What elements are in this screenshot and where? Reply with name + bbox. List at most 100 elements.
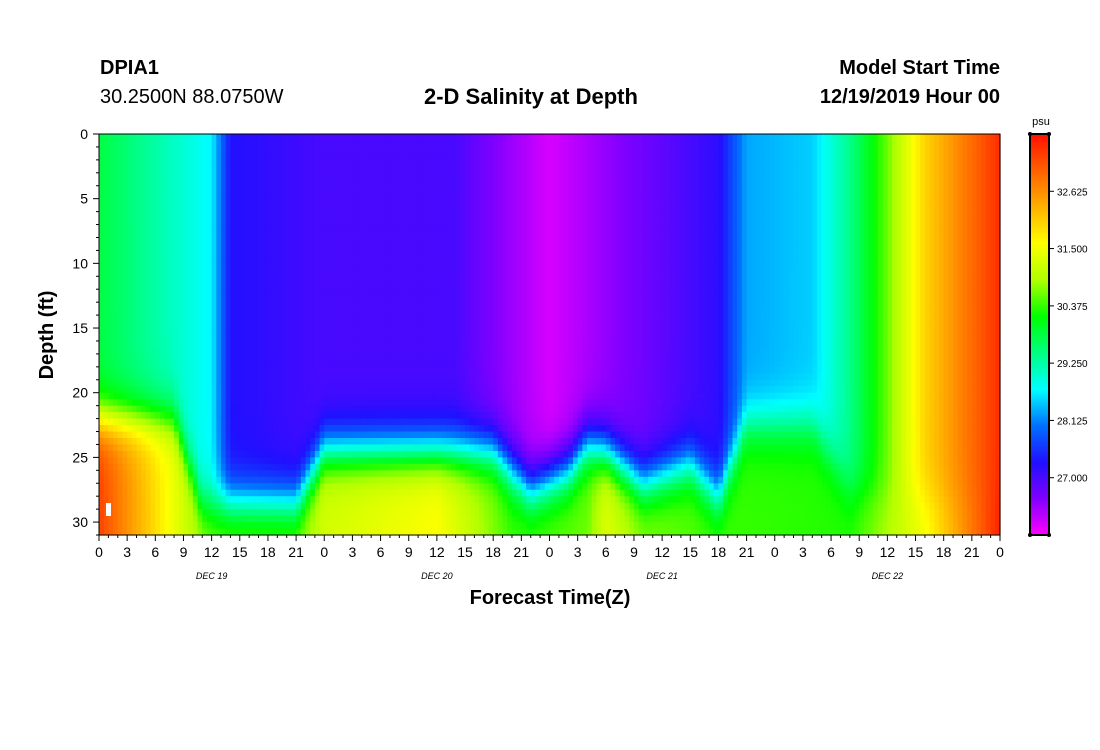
heatmap-cell bbox=[211, 179, 217, 187]
heatmap-cell bbox=[141, 153, 147, 161]
heatmap-cell bbox=[253, 308, 260, 316]
heatmap-cell bbox=[333, 437, 339, 446]
heatmap-cell bbox=[305, 198, 311, 206]
heatmap-cell bbox=[99, 489, 105, 497]
heatmap-cell bbox=[361, 192, 368, 200]
heatmap-cell bbox=[394, 295, 400, 303]
heatmap-cell bbox=[361, 502, 368, 510]
heatmap-cell bbox=[286, 425, 292, 433]
heatmap-cell bbox=[455, 509, 461, 517]
heatmap-cell bbox=[225, 159, 231, 167]
heatmap-cell bbox=[380, 425, 386, 433]
heatmap-cell bbox=[427, 211, 433, 219]
heatmap-cell bbox=[469, 457, 476, 465]
heatmap-cell bbox=[202, 373, 208, 381]
heatmap-cell bbox=[422, 166, 429, 174]
heatmap-cell bbox=[319, 392, 325, 400]
heatmap-cell bbox=[183, 237, 189, 245]
heatmap-cell bbox=[296, 269, 302, 277]
heatmap-cell bbox=[343, 205, 349, 213]
heatmap-cell bbox=[338, 263, 344, 271]
heatmap-cell bbox=[127, 243, 133, 252]
heatmap-cell bbox=[192, 470, 199, 478]
heatmap-cell bbox=[211, 483, 217, 491]
heatmap-cell bbox=[394, 392, 400, 400]
heatmap-cell bbox=[174, 483, 180, 491]
heatmap-cell bbox=[446, 315, 452, 323]
heatmap-cell bbox=[127, 463, 133, 471]
heatmap-cell bbox=[343, 353, 349, 361]
heatmap-cell bbox=[404, 205, 410, 213]
heatmap-cell bbox=[216, 360, 222, 368]
heatmap-cell bbox=[418, 166, 424, 174]
heatmap-cell bbox=[206, 360, 213, 368]
heatmap-cell bbox=[117, 334, 124, 342]
heatmap-cell bbox=[221, 347, 227, 355]
heatmap-cell bbox=[338, 224, 344, 232]
heatmap-cell bbox=[155, 166, 161, 174]
heatmap-cell bbox=[446, 179, 452, 187]
heatmap-cell bbox=[197, 302, 203, 310]
heatmap-cell bbox=[413, 328, 419, 336]
heatmap-cell bbox=[436, 418, 443, 426]
heatmap-cell bbox=[286, 134, 292, 142]
heatmap-cell bbox=[113, 463, 119, 471]
heatmap-cell bbox=[385, 185, 391, 193]
heatmap-cell bbox=[404, 231, 410, 239]
heatmap-cell bbox=[239, 360, 246, 368]
heatmap-cell bbox=[164, 289, 170, 297]
heatmap-cell bbox=[314, 463, 321, 471]
heatmap-cell bbox=[155, 205, 161, 213]
heatmap-cell bbox=[343, 328, 349, 336]
heatmap-cell bbox=[404, 347, 410, 355]
heatmap-cell bbox=[150, 373, 156, 381]
heatmap-cell bbox=[305, 515, 311, 523]
heatmap-cell bbox=[357, 276, 363, 284]
heatmap-cell bbox=[347, 444, 353, 452]
heatmap-cell bbox=[371, 250, 377, 258]
heatmap-cell bbox=[291, 340, 297, 349]
heatmap-cell bbox=[263, 153, 269, 161]
heatmap-cell bbox=[418, 437, 424, 446]
heatmap-cell bbox=[145, 308, 152, 316]
heatmap-cell bbox=[460, 295, 466, 303]
heatmap-cell bbox=[418, 502, 424, 510]
heatmap-cell bbox=[286, 146, 292, 155]
heatmap-cell bbox=[450, 366, 457, 374]
heatmap-cell bbox=[366, 140, 372, 148]
heatmap-cell bbox=[418, 315, 424, 323]
heatmap-cell bbox=[277, 509, 283, 517]
heatmap-cell bbox=[436, 205, 443, 213]
heatmap-cell bbox=[272, 140, 278, 148]
heatmap-cell bbox=[131, 134, 138, 142]
heatmap-cell bbox=[225, 502, 231, 510]
heatmap-cell bbox=[328, 399, 335, 407]
heatmap-cell bbox=[122, 489, 128, 497]
heatmap-cell bbox=[310, 463, 316, 471]
heatmap-cell bbox=[361, 496, 368, 504]
heatmap-cell bbox=[272, 159, 278, 167]
heatmap-cell bbox=[455, 211, 461, 219]
heatmap-cell bbox=[178, 437, 185, 446]
heatmap-cell bbox=[319, 172, 325, 180]
heatmap-cell bbox=[319, 457, 325, 465]
heatmap-cell bbox=[319, 489, 325, 497]
heatmap-cell bbox=[258, 347, 264, 355]
heatmap-cell bbox=[408, 250, 415, 258]
heatmap-cell bbox=[328, 476, 335, 484]
heatmap-cell bbox=[361, 379, 368, 387]
heatmap-cell bbox=[375, 392, 382, 400]
heatmap-cell bbox=[249, 263, 255, 271]
heatmap-cell bbox=[286, 256, 292, 264]
heatmap-cell bbox=[375, 412, 382, 420]
heatmap-cell bbox=[117, 379, 124, 387]
heatmap-cell bbox=[314, 302, 321, 310]
heatmap-cell bbox=[141, 218, 147, 226]
heatmap-cell bbox=[277, 347, 283, 355]
heatmap-cell bbox=[272, 172, 278, 180]
heatmap-cell bbox=[108, 334, 114, 342]
heatmap-cell bbox=[319, 431, 325, 439]
heatmap-cell bbox=[375, 353, 382, 361]
heatmap-cell bbox=[319, 405, 325, 413]
heatmap-cell bbox=[380, 146, 386, 155]
